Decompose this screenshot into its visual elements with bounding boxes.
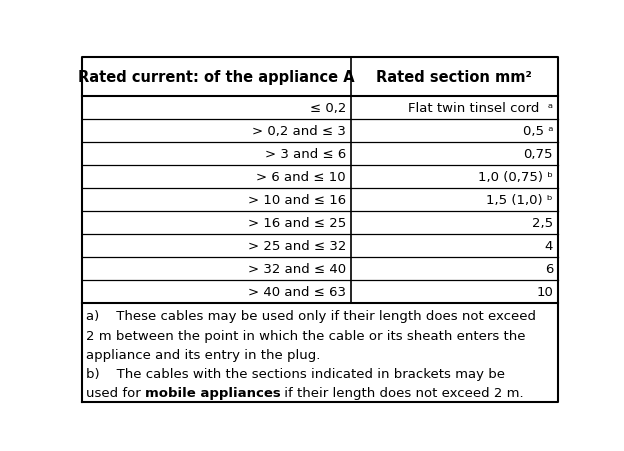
Text: Rated section mm²: Rated section mm² <box>376 70 532 85</box>
Text: appliance and its entry in the plug.: appliance and its entry in the plug. <box>85 348 320 361</box>
Text: > 6 and ≤ 10: > 6 and ≤ 10 <box>256 170 346 184</box>
Text: ≤ 0,2: ≤ 0,2 <box>310 101 346 115</box>
Text: 1,5 (1,0) ᵇ: 1,5 (1,0) ᵇ <box>487 193 553 207</box>
Text: > 32 and ≤ 40: > 32 and ≤ 40 <box>248 263 346 276</box>
Text: Flat twin tinsel cord  ᵃ: Flat twin tinsel cord ᵃ <box>408 101 553 115</box>
Text: > 16 and ≤ 25: > 16 and ≤ 25 <box>248 216 346 230</box>
Text: 0,5 ᵃ: 0,5 ᵃ <box>522 124 553 138</box>
Text: 1,0 (0,75) ᵇ: 1,0 (0,75) ᵇ <box>478 170 553 184</box>
Text: > 25 and ≤ 32: > 25 and ≤ 32 <box>248 240 346 253</box>
Text: a)    These cables may be used only if their length does not exceed: a) These cables may be used only if thei… <box>85 310 536 322</box>
Text: Rated current: of the appliance A: Rated current: of the appliance A <box>78 70 354 85</box>
Text: > 3 and ≤ 6: > 3 and ≤ 6 <box>265 147 346 161</box>
Text: > 40 and ≤ 63: > 40 and ≤ 63 <box>248 286 346 299</box>
Text: 2,5: 2,5 <box>532 216 553 230</box>
Text: > 0,2 and ≤ 3: > 0,2 and ≤ 3 <box>252 124 346 138</box>
Text: 6: 6 <box>545 263 553 276</box>
Text: mobile appliances: mobile appliances <box>145 387 281 400</box>
Text: 4: 4 <box>545 240 553 253</box>
Text: 2 m between the point in which the cable or its sheath enters the: 2 m between the point in which the cable… <box>85 329 525 342</box>
Text: b)    The cables with the sections indicated in brackets may be: b) The cables with the sections indicate… <box>85 367 505 380</box>
Text: 10: 10 <box>536 286 553 299</box>
Text: > 10 and ≤ 16: > 10 and ≤ 16 <box>248 193 346 207</box>
Text: if their length does not exceed 2 m.: if their length does not exceed 2 m. <box>281 387 524 400</box>
Text: 0,75: 0,75 <box>524 147 553 161</box>
Text: used for: used for <box>85 387 145 400</box>
